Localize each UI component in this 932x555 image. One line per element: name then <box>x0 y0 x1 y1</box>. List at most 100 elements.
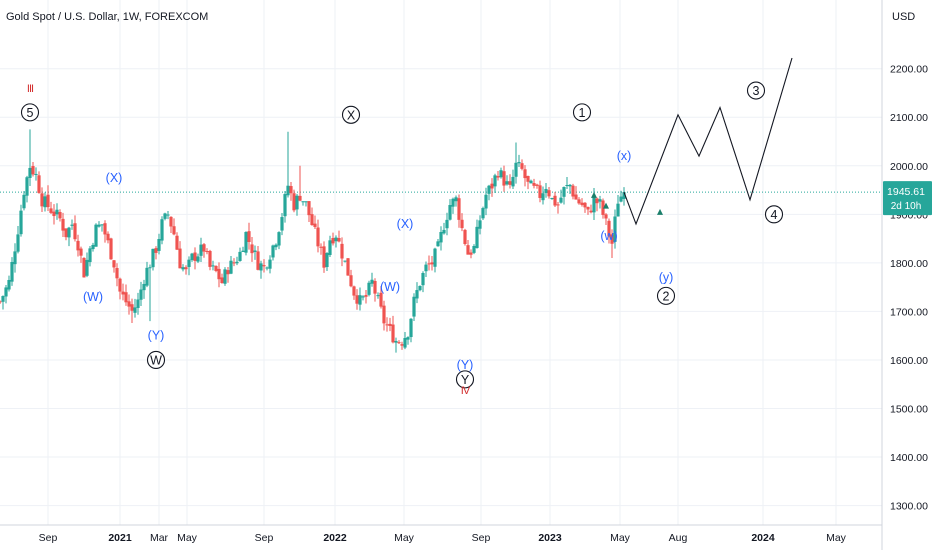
candle <box>355 289 359 310</box>
candle <box>295 193 299 216</box>
candle <box>298 165 302 202</box>
svg-text:W: W <box>150 353 162 367</box>
candle <box>460 213 464 232</box>
candle <box>457 194 461 228</box>
y-tick-label: 2200.00 <box>890 64 928 76</box>
candle <box>238 247 242 262</box>
candle <box>70 219 74 230</box>
candle <box>115 263 119 287</box>
candle <box>421 271 425 293</box>
candle <box>214 265 218 273</box>
y-tick-label: 1800.00 <box>890 258 928 270</box>
candle <box>619 190 623 203</box>
candle <box>196 253 200 264</box>
signal-triangle-marker <box>603 202 609 209</box>
candle <box>229 255 233 275</box>
x-tick-label: May <box>826 532 847 544</box>
candle <box>439 226 443 251</box>
x-tick-label: Sep <box>255 532 274 544</box>
candle <box>394 337 398 353</box>
candle <box>235 256 239 266</box>
candle <box>367 280 371 297</box>
y-tick-label: 1700.00 <box>890 306 928 318</box>
candle <box>265 266 269 271</box>
candle <box>403 332 407 350</box>
candle <box>1 295 5 310</box>
candle <box>511 169 515 189</box>
candle <box>427 255 431 271</box>
candle <box>451 197 455 214</box>
candle <box>151 248 155 271</box>
wave-label-circled: 1 <box>572 103 592 122</box>
wave-label-blue: (W) <box>83 290 103 304</box>
candle <box>436 239 440 247</box>
candle <box>166 211 170 220</box>
candle <box>601 198 605 219</box>
x-tick-label: May <box>394 532 415 544</box>
candle <box>247 222 251 250</box>
wave-label-circled: W <box>146 350 166 370</box>
candle <box>244 231 248 256</box>
candle <box>250 237 254 262</box>
candle <box>613 209 617 249</box>
candle <box>193 247 197 270</box>
candle <box>622 187 626 206</box>
x-tick-label: Sep <box>39 532 58 544</box>
candle <box>43 192 47 212</box>
candle <box>475 219 479 249</box>
candle <box>88 245 92 267</box>
candle <box>346 258 350 276</box>
candle <box>76 234 80 257</box>
candle <box>523 165 527 187</box>
y-tick-label: 1500.00 <box>890 403 928 415</box>
candle <box>469 249 473 259</box>
candle <box>472 244 476 255</box>
candle <box>559 189 563 204</box>
candle <box>385 317 389 332</box>
candle <box>583 202 587 213</box>
wave-label-circled: X <box>341 105 361 124</box>
candle <box>616 195 620 217</box>
candle <box>391 315 395 344</box>
candle <box>397 340 401 345</box>
candle <box>91 242 95 252</box>
candle <box>130 298 134 324</box>
candle <box>211 260 215 271</box>
x-tick-label: May <box>610 532 631 544</box>
candle <box>514 142 518 184</box>
candle <box>40 187 44 212</box>
candle <box>538 180 542 203</box>
candle <box>208 249 212 271</box>
candle <box>25 175 29 203</box>
chart-title: Gold Spot / U.S. Dollar, 1W, FOREXCOM <box>6 11 209 23</box>
wave-label-circled: 2 <box>656 286 676 305</box>
candle <box>484 187 488 216</box>
candle <box>466 239 470 255</box>
candle <box>7 275 11 292</box>
candle <box>277 231 281 250</box>
candle <box>226 267 230 283</box>
wave-label-circled: Y <box>455 370 475 389</box>
x-tick-label: 2024 <box>751 532 775 544</box>
x-tick-label: 2022 <box>323 532 347 544</box>
candle <box>205 248 209 255</box>
candle <box>334 235 338 248</box>
candle <box>0 300 2 304</box>
candle <box>202 243 206 258</box>
y-tick-label: 2000.00 <box>890 161 928 173</box>
candle <box>232 258 236 267</box>
grid <box>0 0 882 525</box>
svg-text:4: 4 <box>771 208 778 222</box>
candle <box>415 282 419 304</box>
candle <box>358 287 362 311</box>
candle <box>127 294 131 315</box>
candle <box>493 173 497 193</box>
candle <box>424 261 428 277</box>
candle <box>190 252 194 262</box>
candle <box>400 341 404 350</box>
candle <box>16 226 20 254</box>
svg-text:2: 2 <box>663 289 670 303</box>
